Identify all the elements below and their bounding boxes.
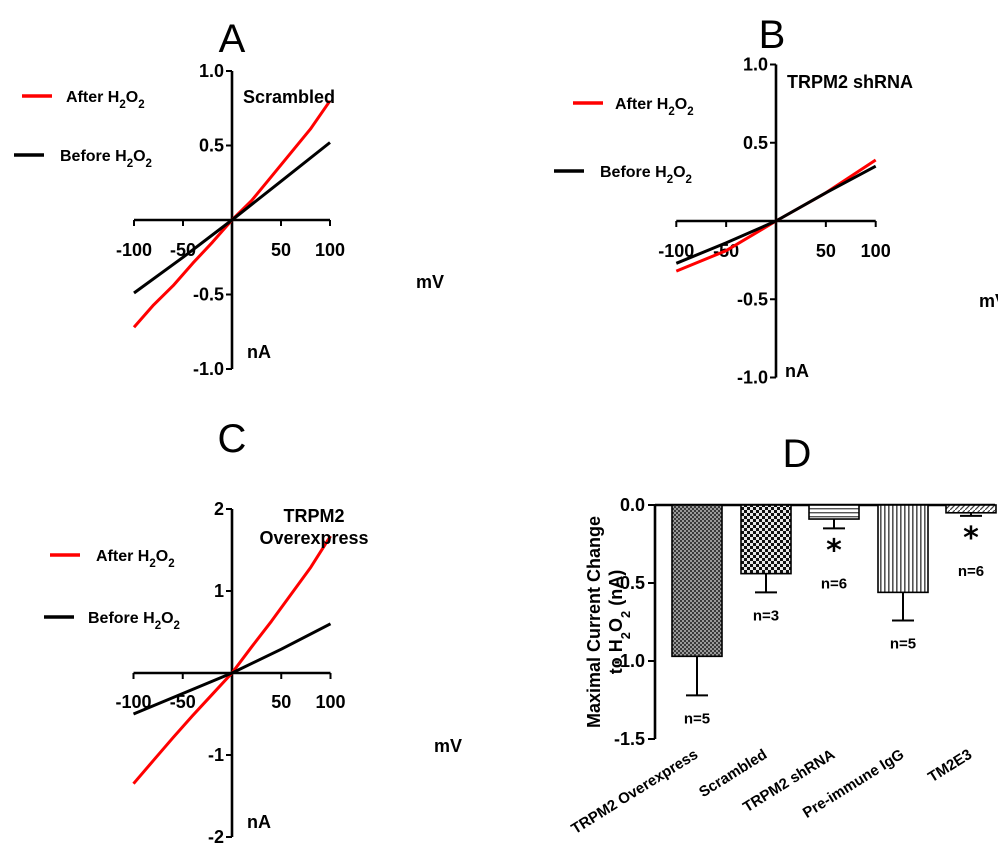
n-label-3: n=6 — [821, 575, 847, 592]
y-tick-label: -1.5 — [614, 729, 645, 749]
y-axis-label: nA — [247, 812, 271, 832]
bar-4 — [877, 504, 929, 594]
y-tick-label: 1.0 — [199, 61, 224, 81]
y-axis-label: nA — [785, 361, 809, 381]
legend-label-after: After H2O2 — [96, 548, 175, 570]
y-tick-label: 1.0 — [743, 55, 768, 75]
n-label-5: n=6 — [958, 563, 984, 580]
panel-a: A -100 -50 50 100 1.0 0.5 -0.5 -1.0 After H2O2 Bef… — [14, 17, 444, 379]
y-tick-label: -2 — [208, 827, 224, 847]
y-tick-label: 0.5 — [199, 136, 224, 156]
legend-label-before: Before H2O2 — [88, 610, 180, 632]
x-tick-label: -100 — [658, 241, 694, 261]
annotation-label: Overexpress — [259, 528, 368, 548]
significance-marker-5: * — [963, 521, 979, 556]
x-tick-label: 50 — [816, 241, 836, 261]
y-tick-label: 2 — [214, 499, 224, 519]
n-label-4: n=5 — [890, 635, 916, 652]
x-tick-label: 100 — [315, 240, 345, 260]
y-axis-label-line2: to H2O2 (nA) — [606, 570, 633, 674]
x-tick-label-1: TRPM2 Overexpress — [568, 746, 701, 838]
bar-3 — [808, 504, 860, 520]
x-axis-label: mV — [434, 736, 462, 756]
annotation-label: TRPM2 shRNA — [787, 72, 913, 92]
y-axis-label-line1: Maximal Current Change — [584, 516, 604, 728]
x-tick-label: 100 — [861, 241, 891, 261]
bar-2 — [740, 504, 792, 575]
x-tick-label: -100 — [115, 692, 151, 712]
x-tick-label: 50 — [271, 240, 291, 260]
bar-1 — [671, 504, 723, 658]
y-tick-label: -1.0 — [614, 651, 645, 671]
significance-marker-3: * — [826, 533, 842, 568]
y-tick-label: 1 — [214, 581, 224, 601]
panel-letter-d: D — [783, 432, 812, 476]
x-tick-label: -100 — [116, 240, 152, 260]
x-tick-label: 100 — [315, 692, 345, 712]
y-tick-label: -0.5 — [193, 285, 224, 305]
y-tick-label: -0.5 — [614, 573, 645, 593]
y-tick-label: 0.5 — [743, 133, 768, 153]
legend-label-after: After H2O2 — [66, 89, 145, 111]
annotation-label: Scrambled — [243, 87, 335, 107]
y-tick-label: 0.0 — [620, 495, 645, 515]
legend-label-before: Before H2O2 — [60, 148, 152, 170]
y-axis-label: nA — [247, 342, 271, 362]
x-tick-label: -50 — [170, 240, 196, 260]
annotation-label: TRPM2 — [283, 506, 344, 526]
x-axis-label: mV — [979, 291, 998, 311]
series-line-before — [132, 622, 332, 716]
x-axis-label: mV — [416, 272, 444, 292]
legend-label-before: Before H2O2 — [600, 164, 692, 186]
y-axis-label: Maximal Current Change to H2O2 (nA) — [584, 516, 633, 728]
y-tick-label: -1.0 — [193, 359, 224, 379]
series-line-before — [675, 164, 877, 265]
y-tick-label: -1.0 — [737, 368, 768, 388]
legend-label-after: After H2O2 — [615, 96, 694, 118]
panel-letter-c: C — [218, 417, 247, 461]
x-tick-label-5: TM2E3 — [925, 746, 975, 786]
n-label-1: n=5 — [684, 710, 710, 727]
y-tick-label: -0.5 — [737, 289, 768, 309]
bar-5 — [945, 504, 997, 514]
panel-letter-b: B — [759, 13, 786, 57]
panel-letter-a: A — [219, 17, 246, 61]
series-line-before — [133, 141, 331, 295]
n-label-2: n=3 — [753, 607, 779, 624]
x-tick-label: 50 — [271, 692, 291, 712]
y-tick-label: -1 — [208, 745, 224, 765]
